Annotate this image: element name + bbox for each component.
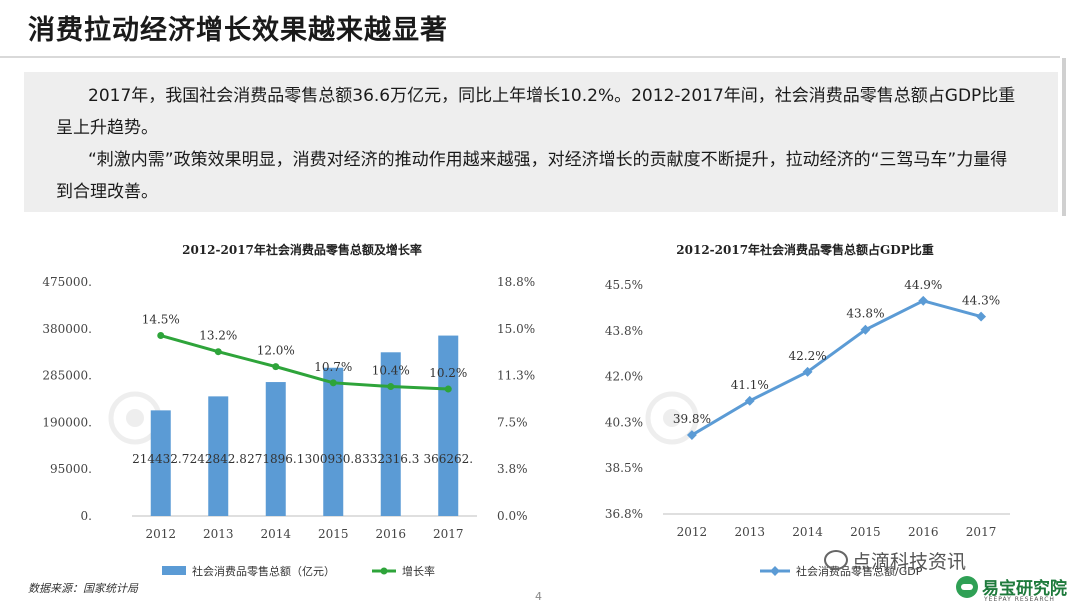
chart1-bar-label: 300930.8 <box>305 452 362 466</box>
chart2-share-label: 44.9% <box>904 278 942 292</box>
chart1-bar <box>438 335 459 516</box>
chart2-x-tick-label: 2015 <box>850 525 881 539</box>
chart1-bar-label: 242842.8 <box>190 452 247 466</box>
chart2-share-label: 41.1% <box>731 378 769 392</box>
summary-paragraph-2: “刺激内需”政策效果明显，消费对经济的推动作用越来越强，对经济增长的贡献度不断提… <box>56 150 1008 202</box>
chart1-growth-label: 13.2% <box>199 329 237 343</box>
chart1-bar <box>323 367 344 516</box>
wechat-watermark-text: 点滴科技资讯 <box>852 551 967 573</box>
chart1-x-tick-label: 2014 <box>260 527 291 541</box>
chart1-bar <box>265 382 286 516</box>
chart2-y-tick-label: 36.8% <box>605 507 643 521</box>
chart1-bar <box>208 396 229 516</box>
chart2-title: 2012-2017年社会消费品零售总额占GDP比重 <box>676 242 933 257</box>
chart1-left-tick-label: 475000. <box>42 275 92 289</box>
chart2-y-tick-label: 45.5% <box>605 278 643 292</box>
chart1-bar-label: 332316.3 <box>362 452 419 466</box>
chart1-right-tick-label: 11.3% <box>497 369 535 383</box>
chart1-legend-line-label: 增长率 <box>402 564 435 578</box>
chart1-growth-point <box>329 379 337 387</box>
chart1-growth-point <box>387 383 395 391</box>
chart1-growth-label: 12.0% <box>257 344 295 358</box>
chart1-growth-label: 10.7% <box>314 360 352 374</box>
chart2-share-point <box>976 311 987 322</box>
brand-circle-icon <box>956 576 978 598</box>
brand-name: 易宝研究院 <box>982 579 1067 599</box>
page-title: 消费拉动经济增长效果越来越显著 <box>28 15 448 46</box>
chart2-share-point <box>686 430 697 440</box>
chart1-growth-point <box>214 348 222 356</box>
chart1-left-tick-label: 0. <box>81 509 92 523</box>
chart1-bar-label: 271896.1 <box>247 452 304 466</box>
chart1-growth-point <box>444 385 452 393</box>
chart1-legend-bar-label: 社会消费品零售总额（亿元） <box>192 564 335 578</box>
chart2-x-tick-label: 2013 <box>734 525 765 539</box>
chart2-share-label: 44.3% <box>962 294 1000 308</box>
chart2-legend-marker <box>770 566 780 576</box>
chart1-x-tick-label: 2012 <box>145 527 176 541</box>
chart1-bar <box>380 352 401 516</box>
chart1-left-tick-label: 285000. <box>42 369 92 383</box>
chart1-growth-line <box>160 334 449 391</box>
chart1-legend-bar-swatch <box>162 566 186 575</box>
chart2-y-tick-label: 40.3% <box>605 415 643 429</box>
chart2-x-tick-label: 2016 <box>908 525 939 539</box>
chart2-share-point <box>860 324 871 335</box>
chart1-growth-label: 10.2% <box>429 366 467 380</box>
chart2-share-label: 39.8% <box>673 412 711 426</box>
chart1-left-tick-label: 95000. <box>50 462 92 476</box>
chart1-bar-label: 366262. <box>423 452 473 466</box>
wechat-watermark: 点滴科技资讯 <box>824 547 966 574</box>
chart2-y-tick-label: 38.5% <box>605 461 643 475</box>
chart1-x-tick-label: 2017 <box>433 527 464 541</box>
chart2-share-point <box>802 366 813 377</box>
chart2-share-label: 42.2% <box>789 349 827 363</box>
chart1-growth-point <box>157 332 165 340</box>
chart2-x-tick-label: 2012 <box>677 525 708 539</box>
watermark-logo-right <box>645 391 699 445</box>
chart1-right-tick-label: 18.8% <box>497 275 535 289</box>
chart2-x-tick-label: 2014 <box>792 525 823 539</box>
chart1-right-tick-label: 7.5% <box>497 415 528 429</box>
scrollbar[interactable] <box>1062 58 1066 216</box>
chart1-bar-label: 214432.7 <box>132 452 189 466</box>
title-divider <box>0 56 1060 58</box>
data-source: 数据来源：国家统计局 <box>28 582 138 595</box>
chart2-share-point <box>918 295 929 306</box>
chart2-share-line <box>691 299 982 437</box>
chart1-x-tick-label: 2013 <box>203 527 234 541</box>
chart1-growth-point <box>272 363 280 371</box>
chart1-left-tick-label: 380000. <box>42 322 92 336</box>
chart1-growth-label: 14.5% <box>142 313 180 327</box>
chart2-share-label: 43.8% <box>846 307 884 321</box>
chat-bubble-icon <box>824 550 848 570</box>
brand-subtitle: YEEPAY RESEARCH <box>984 596 1055 603</box>
chart2-share-point <box>744 395 755 406</box>
chart2-y-tick-label: 43.8% <box>605 324 643 338</box>
chart1-plot: 0. 95000. 190000. 285000. 380000. 475000. 0.0%… <box>42 275 535 578</box>
chart1-x-tick-label: 2016 <box>375 527 406 541</box>
chart1-title: 2012-2017年社会消费品零售总额及增长率 <box>182 242 422 257</box>
chart1-right-tick-label: 0.0% <box>497 509 528 523</box>
chart2-x-tick-label: 2017 <box>966 525 997 539</box>
chart1-right-tick-label: 3.8% <box>497 462 528 476</box>
summary-box <box>24 72 1058 212</box>
chart1-legend-line-marker <box>380 567 388 575</box>
summary-paragraph-1: 2017年，我国社会消费品零售总额36.6万亿元，同比上年增长10.2%。201… <box>56 86 1016 138</box>
chart1-growth-label: 10.4% <box>372 364 410 378</box>
chart1-left-tick-label: 190000. <box>42 415 92 429</box>
chart1-x-tick-label: 2015 <box>318 527 349 541</box>
chart2-y-tick-label: 42.0% <box>605 370 643 384</box>
chart1-bar <box>150 410 171 516</box>
chart1-right-tick-label: 15.0% <box>497 322 535 336</box>
page-number: 4 <box>535 590 542 603</box>
chart2-plot: 36.8% 38.5% 40.3% 42.0% 43.8% 45.5% 2012 2013 20… <box>605 278 1010 578</box>
